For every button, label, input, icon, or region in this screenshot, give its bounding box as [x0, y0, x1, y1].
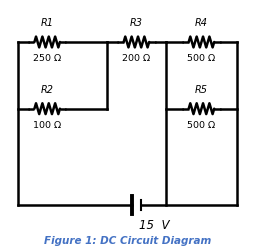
Text: R3: R3: [130, 19, 142, 28]
Text: 200 Ω: 200 Ω: [122, 54, 150, 63]
Text: 100 Ω: 100 Ω: [33, 121, 61, 129]
Text: 250 Ω: 250 Ω: [33, 54, 61, 63]
Text: 500 Ω: 500 Ω: [187, 54, 215, 63]
Text: 500 Ω: 500 Ω: [187, 121, 215, 129]
Text: R4: R4: [194, 19, 207, 28]
Text: R2: R2: [41, 85, 53, 95]
Text: R1: R1: [41, 19, 53, 28]
Text: Figure 1: DC Circuit Diagram: Figure 1: DC Circuit Diagram: [44, 236, 210, 246]
Text: 15  V: 15 V: [138, 219, 169, 232]
Text: R5: R5: [194, 85, 207, 95]
